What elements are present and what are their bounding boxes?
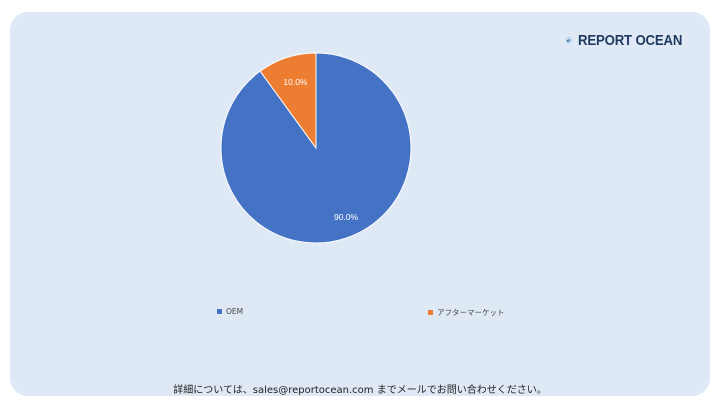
pie-label-oem: 90.0% <box>334 212 359 222</box>
legend-item-aftermarket: アフターマーケット <box>428 307 505 318</box>
legend-item-oem: OEM <box>217 307 243 316</box>
pie-slice-aftermarket <box>259 52 317 150</box>
pie-label-aftermarket: 10.0% <box>283 77 308 87</box>
legend-swatch-oem <box>217 309 222 314</box>
legend-label-aftermarket: アフターマーケット <box>437 308 505 317</box>
bar-chart-globe-icon <box>566 37 572 43</box>
brand-name: REPORT OCEAN <box>577 31 682 49</box>
contact-footer: 詳細については、sales@reportocean.com までメールでお問い合… <box>173 385 547 396</box>
chart-legend: OEM アフターマーケット <box>0 307 720 321</box>
brand-logo: REPORT OCEAN <box>566 27 696 53</box>
legend-swatch-aftermarket <box>428 310 433 315</box>
legend-label-oem: OEM <box>226 307 244 316</box>
